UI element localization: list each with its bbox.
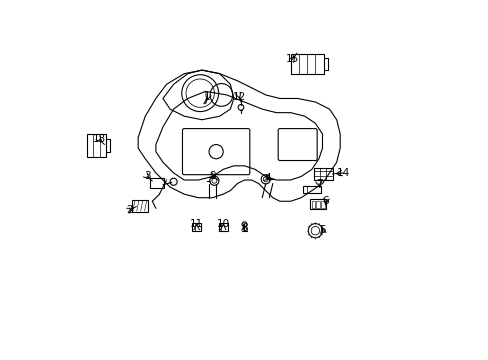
Text: 10: 10	[216, 219, 229, 229]
Text: 5: 5	[319, 225, 325, 235]
Bar	[219, 223, 227, 231]
Bar	[313, 168, 332, 180]
Text: 2: 2	[126, 205, 132, 215]
Text: 14: 14	[336, 168, 350, 178]
Text: 4: 4	[264, 173, 270, 183]
Text: 12: 12	[232, 92, 245, 102]
Text: 1: 1	[203, 92, 210, 102]
Text: 8: 8	[241, 223, 247, 233]
Text: 6: 6	[322, 196, 328, 206]
Bar	[290, 54, 324, 74]
Text: 7: 7	[315, 179, 322, 189]
Bar	[321, 201, 324, 208]
Bar	[303, 186, 320, 193]
Bar	[311, 201, 315, 208]
Bar	[316, 201, 319, 208]
Bar	[309, 199, 325, 210]
Text: 15: 15	[285, 54, 298, 64]
Text: 3: 3	[143, 171, 150, 181]
Text: 13: 13	[92, 134, 105, 144]
Bar	[86, 134, 106, 157]
Text: 9: 9	[209, 171, 216, 181]
Text: 11: 11	[190, 219, 203, 229]
Bar	[192, 223, 201, 231]
